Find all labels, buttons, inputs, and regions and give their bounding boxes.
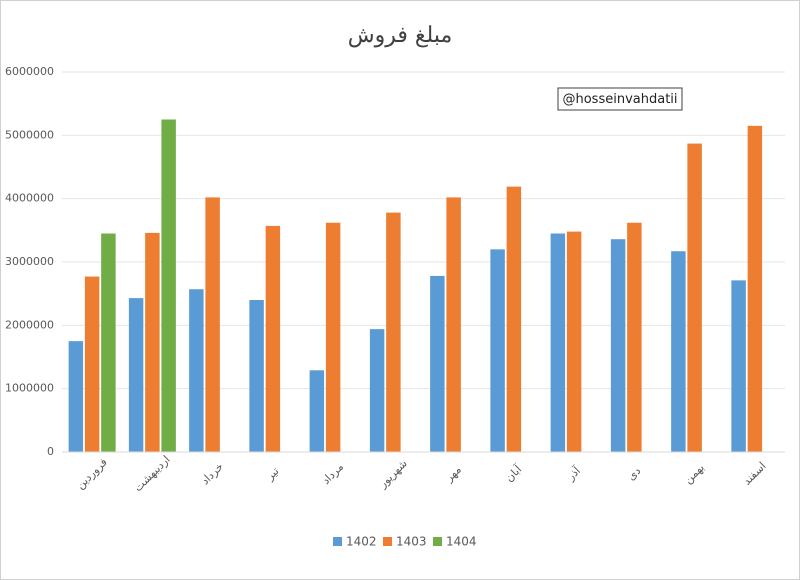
bar xyxy=(205,197,220,452)
bar xyxy=(84,276,100,452)
y-tick-label: 3000000 xyxy=(5,255,54,268)
annotation-box xyxy=(557,87,683,111)
bar xyxy=(145,232,160,452)
bar xyxy=(566,231,582,452)
bar xyxy=(490,249,505,452)
y-tick-label: 2000000 xyxy=(5,318,54,331)
bar xyxy=(687,143,702,453)
legend-swatch xyxy=(383,537,392,546)
bar xyxy=(430,275,445,452)
y-tick-label: 5000000 xyxy=(5,128,54,141)
bar xyxy=(265,225,281,452)
legend-label: 1403 xyxy=(396,535,427,549)
legend-label: 1404 xyxy=(446,535,477,549)
bar xyxy=(747,125,763,452)
bar xyxy=(386,212,401,452)
y-tick-label: 6000000 xyxy=(5,65,54,78)
bar xyxy=(309,370,325,452)
bar xyxy=(68,341,84,452)
chart-title: مبلغ فروش xyxy=(348,23,453,48)
y-tick-label: 1000000 xyxy=(5,382,54,395)
y-tick-label: 4000000 xyxy=(5,192,54,205)
bar xyxy=(325,222,341,452)
bar xyxy=(369,329,385,452)
bar xyxy=(550,233,566,452)
y-tick-label: 0 xyxy=(47,445,54,458)
bar xyxy=(610,239,626,452)
legend-swatch xyxy=(433,537,442,546)
bar xyxy=(506,186,522,452)
bar xyxy=(446,197,461,452)
legend-label: 1402 xyxy=(346,535,377,549)
bar xyxy=(101,233,116,452)
bar xyxy=(161,119,176,452)
bar xyxy=(671,251,686,452)
legend-swatch xyxy=(333,537,342,546)
bar xyxy=(128,298,144,452)
bar xyxy=(189,289,204,452)
annotation: @hosseinvahdatii xyxy=(562,92,677,107)
bar xyxy=(627,222,642,452)
bar xyxy=(249,300,264,452)
bar xyxy=(731,280,746,452)
